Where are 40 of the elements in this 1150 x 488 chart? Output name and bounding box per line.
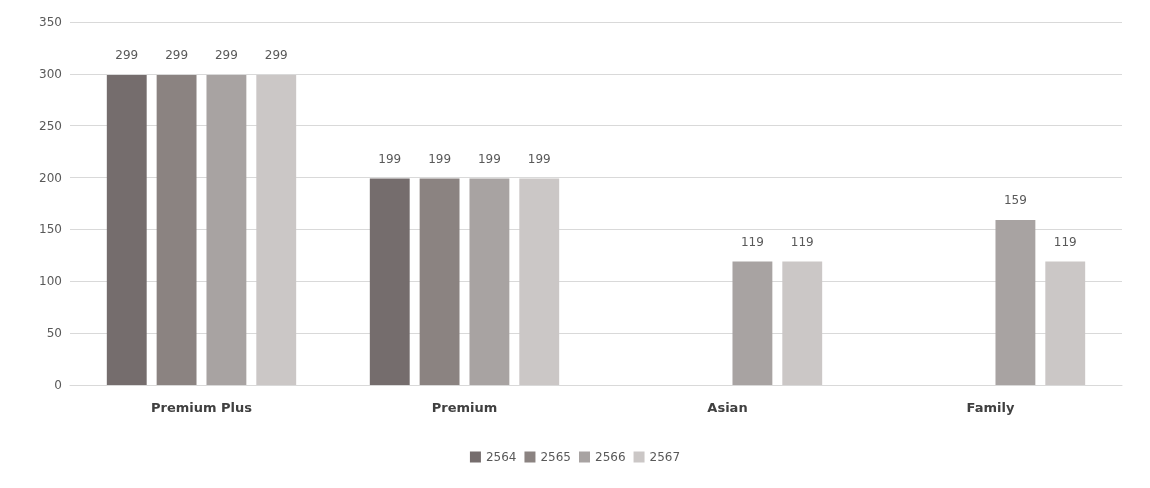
y-tick-label: 200 (39, 170, 62, 185)
x-tick-label: Premium Plus (150, 400, 253, 415)
y-tick-label: 350 (39, 15, 62, 29)
legend-label: 2567 (649, 450, 681, 464)
bar (106, 74, 147, 385)
bar (782, 261, 823, 385)
data-label: 299 (115, 47, 139, 62)
data-label: 199 (527, 151, 551, 166)
bar (1045, 261, 1086, 385)
legend-label: 2565 (540, 450, 572, 464)
data-label: 119 (1053, 234, 1077, 249)
data-label: 119 (790, 234, 814, 249)
x-tick-label: Asian (707, 400, 748, 415)
data-label: 299 (214, 47, 238, 62)
data-label: 299 (264, 47, 288, 62)
data-label: 119 (740, 234, 764, 249)
bar (732, 261, 773, 385)
y-tick-label: 150 (39, 222, 62, 237)
data-label: 159 (1003, 193, 1027, 208)
data-label: 299 (165, 47, 189, 62)
data-label: 199 (378, 151, 402, 166)
y-tick-label: 250 (39, 118, 62, 133)
data-label: 199 (477, 151, 501, 166)
y-tick-label: 300 (39, 66, 62, 81)
y-tick-label: 100 (39, 274, 62, 289)
bar (256, 74, 297, 385)
y-tick-label: 50 (46, 326, 62, 341)
bar (469, 178, 510, 385)
bar (995, 220, 1036, 385)
bar (519, 178, 560, 385)
x-tick-label: Family (966, 400, 1015, 415)
legend-label: 2564 (485, 450, 517, 464)
legend-label: 2566 (595, 450, 626, 464)
bar (206, 74, 247, 385)
y-tick-label: 0 (54, 378, 62, 392)
x-tick-label: Premium (431, 400, 498, 415)
bar (369, 178, 410, 385)
bar (156, 74, 197, 385)
bar (419, 178, 460, 385)
data-label: 199 (428, 151, 452, 166)
